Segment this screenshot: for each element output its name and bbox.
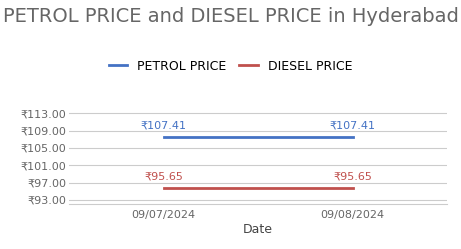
Text: ₹95.65: ₹95.65 xyxy=(333,171,372,182)
DIESEL PRICE xyxy=(161,187,166,190)
Legend: PETROL PRICE, DIESEL PRICE: PETROL PRICE, DIESEL PRICE xyxy=(105,56,356,76)
Text: PETROL PRICE and DIESEL PRICE in Hyderabad: PETROL PRICE and DIESEL PRICE in Hyderab… xyxy=(3,7,458,26)
PETROL PRICE xyxy=(161,136,166,139)
Text: ₹95.65: ₹95.65 xyxy=(144,171,183,182)
Text: ₹107.41: ₹107.41 xyxy=(141,121,187,130)
PETROL PRICE xyxy=(350,136,355,139)
DIESEL PRICE xyxy=(350,187,355,190)
X-axis label: Date: Date xyxy=(243,223,273,236)
Text: ₹107.41: ₹107.41 xyxy=(330,121,376,130)
